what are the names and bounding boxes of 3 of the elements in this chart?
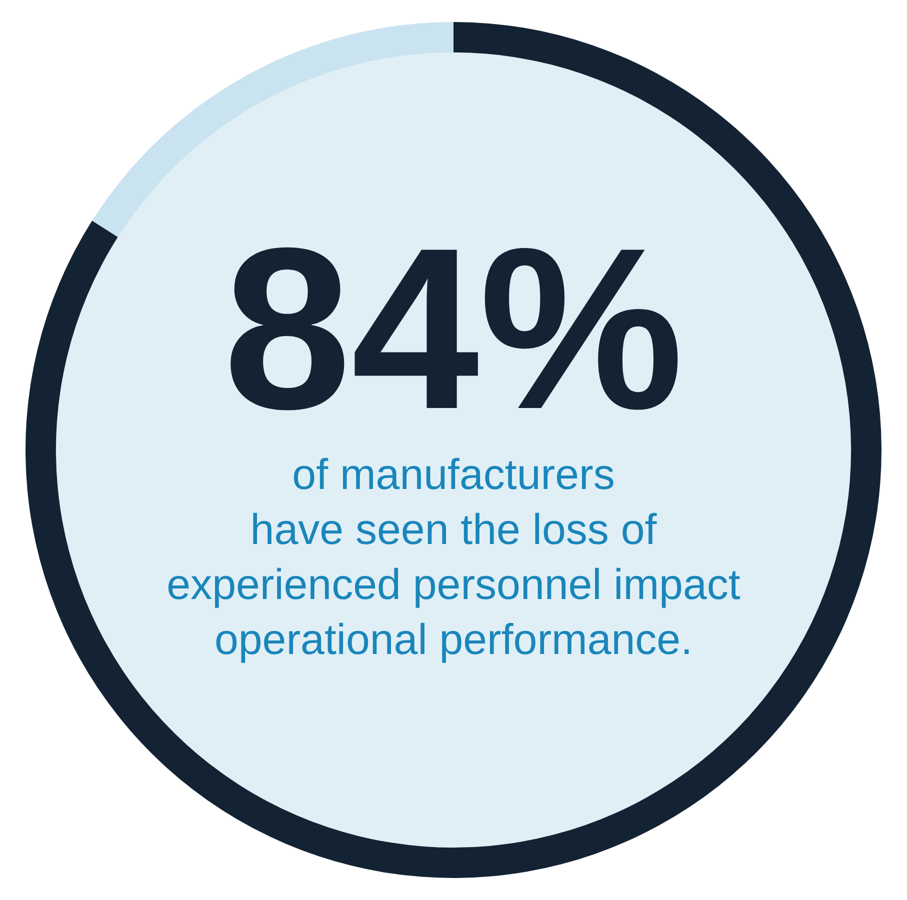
text: operational performance. bbox=[213, 615, 694, 666]
text: experienced personnel impact bbox=[166, 560, 742, 611]
text: have seen the loss of bbox=[249, 505, 658, 556]
